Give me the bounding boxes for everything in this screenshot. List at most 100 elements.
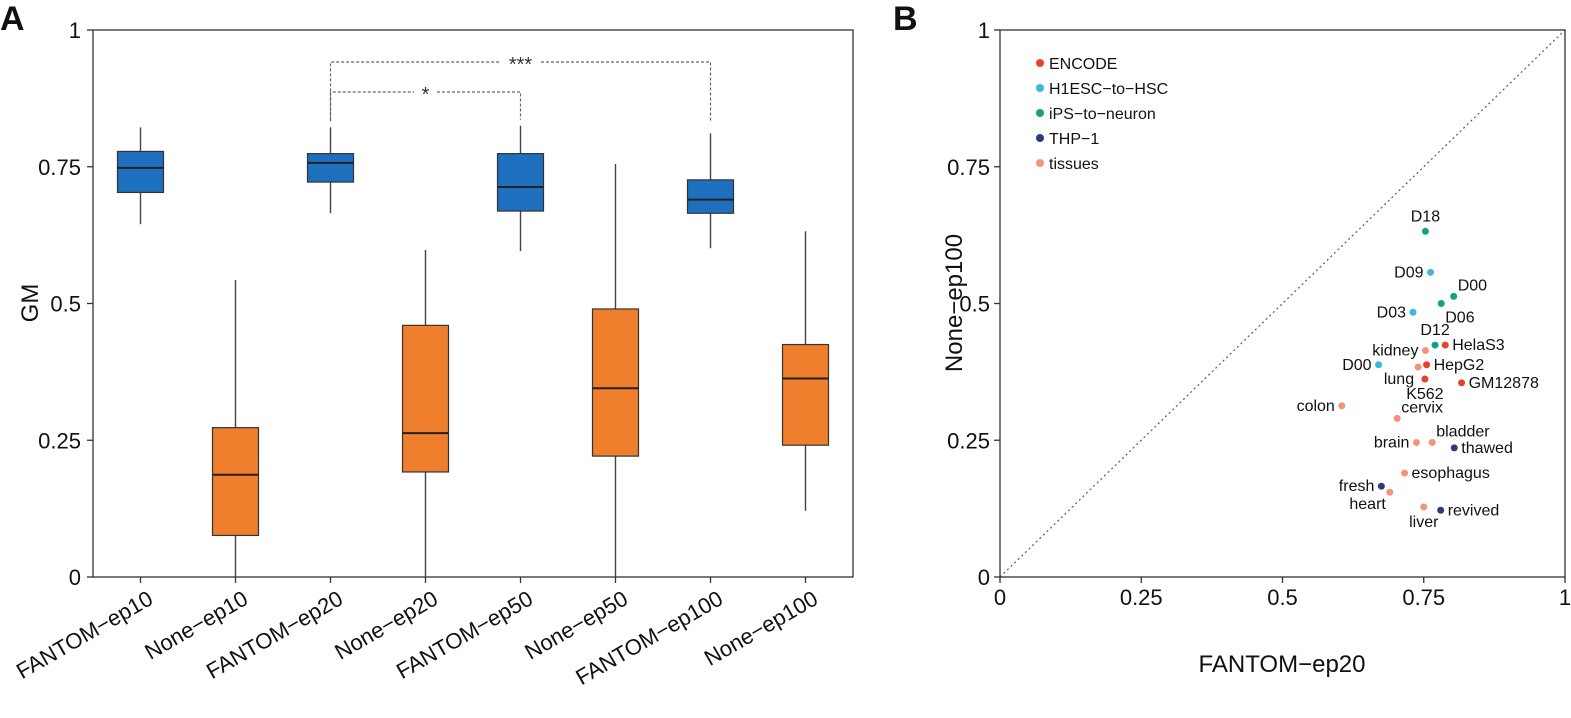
- box-iqr: [781, 343, 830, 446]
- point-label: fresh: [1339, 478, 1375, 495]
- box-iqr: [591, 308, 640, 457]
- point-marker: [1437, 300, 1445, 307]
- x-tick-label: 0: [994, 585, 1006, 610]
- point-label: kidney: [1372, 343, 1418, 360]
- point-marker: [1458, 379, 1466, 387]
- y-tick-label: 1: [978, 18, 990, 43]
- box-none: [781, 231, 830, 511]
- point-marker: [1450, 292, 1458, 300]
- point-marker: [1375, 361, 1383, 369]
- y-tick-label: 0.25: [947, 428, 990, 453]
- boxplot-frame: [92, 29, 854, 578]
- data-point-ips: D18: [1411, 208, 1440, 235]
- point-marker: [1437, 506, 1445, 514]
- point-marker: [1421, 347, 1429, 355]
- scatter-panel: 00.250.50.751 0 0.25 0.5 0.75 1 FANTOM−ep20 …: [941, 18, 1571, 678]
- legend-marker: [1036, 59, 1044, 67]
- data-point-encode: K562: [1406, 375, 1444, 403]
- point-marker: [1423, 361, 1431, 369]
- data-point-encode: GM12878: [1458, 375, 1539, 392]
- point-label: esophagus: [1412, 465, 1490, 482]
- boxplot-y-axis-label: GM: [17, 284, 44, 323]
- point-marker: [1401, 469, 1409, 477]
- box-fantom: [306, 127, 355, 214]
- data-point-encode: HepG2: [1423, 357, 1484, 374]
- box-iqr: [306, 153, 355, 183]
- scatter-y-ticks: 0 0.25 0.5 0.75 1: [947, 18, 1000, 590]
- data-point-thp1: fresh: [1339, 478, 1385, 495]
- point-marker: [1393, 414, 1401, 422]
- legend-label: H1ESC−to−HSC: [1049, 81, 1168, 98]
- point-marker: [1428, 438, 1436, 446]
- box-iqr: [116, 150, 165, 194]
- point-marker: [1420, 503, 1428, 511]
- legend-item: THP−1: [1036, 131, 1099, 148]
- data-point-ips: D06: [1437, 300, 1475, 327]
- point-label: D00: [1342, 357, 1371, 374]
- point-marker: [1450, 444, 1458, 452]
- significance-bracket: ***: [329, 54, 712, 122]
- point-label: revived: [1448, 502, 1500, 519]
- point-marker: [1377, 482, 1385, 490]
- box-fantom: [116, 127, 165, 225]
- panel-label-a: A: [0, 0, 25, 38]
- box-none: [591, 164, 640, 577]
- bracket-left: [329, 61, 500, 122]
- point-marker: [1414, 363, 1422, 371]
- point-marker: [1431, 341, 1439, 349]
- data-point-ips: D00: [1450, 277, 1487, 300]
- point-marker: [1412, 438, 1420, 446]
- point-marker: [1427, 268, 1435, 276]
- point-label: D18: [1411, 208, 1440, 225]
- y-tick-label: 0: [978, 565, 990, 590]
- point-label: D06: [1445, 310, 1474, 327]
- data-point-encode: HelaS3: [1441, 337, 1505, 354]
- point-label: HelaS3: [1452, 337, 1505, 354]
- data-point-h1esc: D09: [1394, 264, 1435, 281]
- boxplot-panel: 00.250.50.751 GM **** FANTOM−ep10None−ep…: [12, 18, 854, 690]
- boxplot-boxes: [116, 125, 830, 577]
- box-iqr: [211, 427, 260, 537]
- x-tick-label: 0.25: [1120, 585, 1163, 610]
- data-point-h1esc: D03: [1377, 304, 1417, 321]
- box-none: [401, 249, 450, 577]
- data-point-tissues: bladder: [1428, 423, 1490, 446]
- point-label: lung: [1384, 371, 1414, 388]
- data-point-ips: D12: [1420, 322, 1450, 349]
- significance-label: ***: [509, 54, 533, 76]
- significance-label: *: [422, 84, 430, 106]
- point-label: colon: [1297, 398, 1335, 415]
- y-tick-label: 0.75: [38, 155, 81, 180]
- point-label: brain: [1374, 434, 1410, 451]
- box-fantom: [496, 125, 545, 251]
- legend-item: ENCODE: [1036, 56, 1117, 73]
- point-marker: [1421, 227, 1429, 235]
- data-point-tissues: liver: [1409, 503, 1439, 531]
- scatter-x-axis-label: FANTOM−ep20: [1199, 651, 1366, 678]
- data-point-h1esc: D00: [1342, 357, 1383, 374]
- x-tick-label: 0.75: [1402, 585, 1445, 610]
- point-marker: [1386, 488, 1394, 496]
- significance-brackets: ****: [329, 54, 712, 122]
- scatter-legend: ENCODE H1ESC−to−HSC iPS−to−neuron THP−1 tiss…: [1036, 56, 1168, 173]
- legend-label: THP−1: [1049, 131, 1099, 148]
- y-tick-label: 0.75: [947, 155, 990, 180]
- boxplot-x-tick-labels: FANTOM−ep10None−ep10FANTOM−ep20None−ep20…: [12, 577, 822, 690]
- scatter-y-axis-label: None−ep100: [941, 234, 968, 372]
- bracket-left: [329, 91, 414, 120]
- box-iqr: [686, 179, 735, 214]
- point-label: bladder: [1436, 423, 1490, 440]
- box-none: [211, 279, 260, 577]
- point-label: heart: [1349, 496, 1386, 513]
- y-tick-label: 1: [69, 18, 81, 43]
- point-label: thawed: [1461, 440, 1513, 457]
- y-tick-label: 0.5: [50, 292, 81, 317]
- legend-item: H1ESC−to−HSC: [1036, 81, 1168, 98]
- box-fantom: [686, 133, 735, 249]
- point-label: D00: [1458, 277, 1487, 294]
- x-tick-label: 1: [1559, 585, 1571, 610]
- legend-label: iPS−to−neuron: [1049, 106, 1156, 123]
- data-point-tissues: cervix: [1393, 399, 1443, 422]
- y-tick-label: 0.5: [959, 292, 990, 317]
